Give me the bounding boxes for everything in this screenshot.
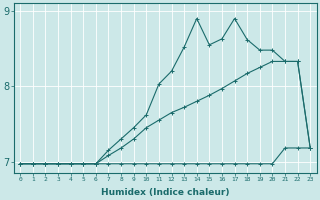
- X-axis label: Humidex (Indice chaleur): Humidex (Indice chaleur): [101, 188, 229, 197]
